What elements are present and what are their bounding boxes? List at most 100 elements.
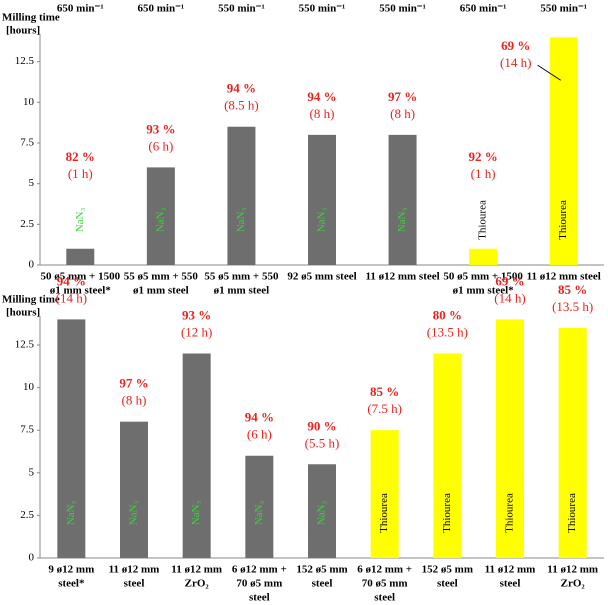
x-tick-label: 6 ø12 mm + <box>232 564 287 576</box>
x-tick-label: steel <box>500 578 521 590</box>
inner-label: NaN₃ <box>316 208 328 233</box>
x-tick-label: 11 ø12 mm <box>171 564 222 576</box>
yield-label: 90 % <box>307 418 336 433</box>
inner-label: NaN₃ <box>74 208 86 233</box>
y-tick-label: 0 <box>29 259 35 271</box>
y-axis-title: [hours] <box>6 25 40 37</box>
y-tick-label: 7.5 <box>20 424 34 436</box>
yield-label: 93 % <box>182 307 211 322</box>
inner-label: NaN₃ <box>396 208 408 233</box>
bar <box>558 327 587 558</box>
x-tick-label: 11 ø12 mm <box>547 564 598 576</box>
y-axis-title: Milling time <box>2 12 60 24</box>
bar <box>120 421 148 558</box>
x-tick-label: steel <box>374 592 395 604</box>
speed-label: 550 min⁻¹ <box>299 3 346 15</box>
y-tick-label: 2.5 <box>20 509 34 521</box>
y-tick-label: 12.5 <box>15 339 35 351</box>
bar <box>227 126 256 266</box>
bar <box>146 167 175 265</box>
y-tick-label: 7.5 <box>20 137 34 149</box>
inner-label: NaN₃ <box>154 208 166 233</box>
x-tick-label: steel <box>249 592 270 604</box>
bar <box>308 134 336 265</box>
x-tick-label: 152 ø5 mm <box>422 564 473 576</box>
x-tick-label: 55 ø5 mm + 550 <box>204 271 279 283</box>
time-label: (8 h) <box>122 393 147 408</box>
time-label: (14 h) <box>494 290 525 305</box>
bar <box>496 319 524 558</box>
inner-label: NaN₃ <box>128 501 140 526</box>
y-tick-label: 5 <box>29 177 35 189</box>
x-tick-label: 11 ø12 mm <box>109 564 160 576</box>
x-tick-label: ø1 mm steel* <box>453 285 515 297</box>
inner-label: NaN₃ <box>190 501 202 526</box>
yield-label: 85 % <box>370 384 399 399</box>
bar <box>57 319 86 558</box>
inner-label: Thiourea <box>566 493 578 533</box>
x-tick-label: 50 ø5 mm + 1500 <box>40 271 120 283</box>
x-tick-label: 9 ø12 mm <box>48 564 94 576</box>
inner-label: Thiourea <box>477 200 489 240</box>
x-tick-label: steel <box>437 578 458 590</box>
x-tick-label: 70 ø5 mm <box>362 578 408 590</box>
y-tick-label: 12.5 <box>15 55 35 67</box>
time-label: (13.5 h) <box>427 324 468 339</box>
time-label: (14 h) <box>56 290 87 305</box>
y-axis-title: [hours] <box>6 307 40 319</box>
bar <box>370 430 399 558</box>
time-label: (5.5 h) <box>305 435 340 450</box>
yield-label: 94 % <box>227 81 256 96</box>
x-tick-label: steel <box>312 578 333 590</box>
y-tick-label: 10 <box>23 96 35 108</box>
x-tick-label: 55 ø5 mm + 550 <box>124 271 199 283</box>
x-tick-label: 11 ø12 mm <box>485 564 536 576</box>
time-label: (8 h) <box>310 106 335 121</box>
inner-label: NaN₃ <box>316 501 328 526</box>
x-tick-label: ø1 mm steel <box>133 285 189 297</box>
bar <box>308 464 336 558</box>
time-label: (8.5 h) <box>224 98 259 113</box>
x-tick-label: 92 ø5 mm steel <box>287 271 356 283</box>
x-tick-label: 70 ø5 mm <box>236 578 282 590</box>
y-tick-label: 5 <box>29 466 35 478</box>
inner-label: NaN₃ <box>235 208 247 233</box>
x-tick-label: ø1 mm steel* <box>50 285 112 297</box>
yield-label: 69 % <box>495 273 524 288</box>
y-tick-label: 0 <box>29 552 35 564</box>
bar <box>182 353 211 558</box>
yield-label: 69 % <box>501 38 530 53</box>
speed-label: 550 min⁻¹ <box>218 3 265 15</box>
x-tick-label: steel* <box>58 578 85 590</box>
yield-label: 94 % <box>57 273 86 288</box>
y-tick-label: 2.5 <box>20 218 34 230</box>
x-tick-label: ZrO₂ <box>185 578 210 590</box>
inner-label: Thiourea <box>557 200 569 240</box>
speed-label: 550 min⁻¹ <box>379 3 426 15</box>
bar <box>245 455 274 558</box>
time-label: (1 h) <box>471 166 496 181</box>
y-tick-label: 10 <box>23 381 35 393</box>
inner-label: Thiourea <box>504 493 516 533</box>
x-tick-label: 152 ø5 mm <box>296 564 347 576</box>
leader-line <box>537 64 561 81</box>
time-label: (6 h) <box>247 427 272 442</box>
x-tick-label: ø1 mm steel <box>214 285 270 297</box>
speed-label: 550 min⁻¹ <box>540 3 587 15</box>
time-label: (6 h) <box>148 138 173 153</box>
speed-label: 650 min⁻¹ <box>138 3 185 15</box>
yield-label: 97 % <box>388 89 417 104</box>
x-tick-label: 6 ø12 mm + <box>357 564 412 576</box>
x-tick-label: 11 ø12 mm steel <box>365 271 439 283</box>
x-tick-label: 50 ø5 mm + 1500 <box>443 271 523 283</box>
yield-label: 85 % <box>558 282 587 297</box>
speed-label: 650 min⁻¹ <box>460 3 507 15</box>
time-label: (8 h) <box>390 106 415 121</box>
time-label: (1 h) <box>68 166 93 181</box>
y-axis-title: Milling time <box>2 294 60 306</box>
bar <box>66 248 95 265</box>
yield-label: 97 % <box>119 376 148 391</box>
time-label: (13.5 h) <box>552 299 593 314</box>
x-tick-label: steel <box>124 578 145 590</box>
inner-label: NaN₃ <box>65 501 77 526</box>
